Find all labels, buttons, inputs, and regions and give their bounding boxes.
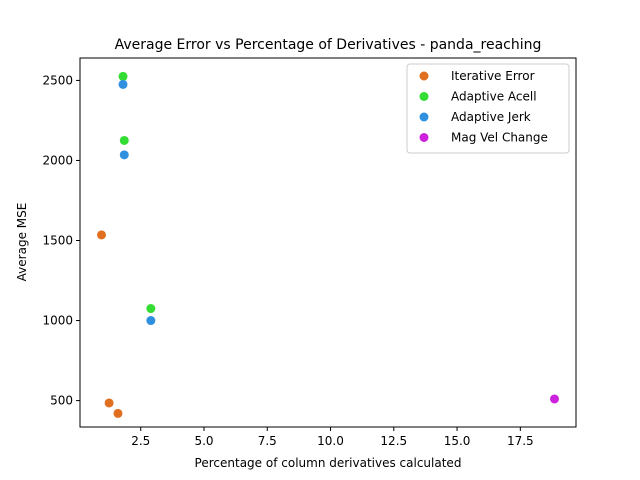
data-point	[97, 230, 107, 240]
y-axis-label: Average MSE	[15, 203, 29, 282]
x-tick-label: 15.0	[444, 434, 471, 448]
x-axis-label: Percentage of column derivatives calcula…	[195, 456, 462, 470]
data-point	[119, 135, 129, 145]
legend-label: Mag Vel Change	[451, 131, 548, 145]
plot-area	[79, 57, 577, 428]
y-tick-label: 2000	[42, 153, 73, 167]
x-tick-label: 10.0	[317, 434, 344, 448]
legend-label: Adaptive Jerk	[451, 110, 531, 124]
data-points	[97, 71, 559, 418]
y-tick-label: 1000	[42, 314, 73, 328]
legend-box	[406, 63, 570, 154]
data-point	[549, 394, 559, 404]
data-point	[146, 316, 156, 326]
x-tick-label: 2.5	[131, 434, 150, 448]
data-point	[118, 71, 128, 81]
data-point	[113, 408, 123, 418]
x-tick-label: 7.5	[258, 434, 277, 448]
data-point	[104, 398, 114, 408]
data-point	[118, 79, 128, 89]
x-tick-label: 5.0	[194, 434, 213, 448]
legend-marker	[419, 92, 429, 101]
legend-marker	[419, 112, 429, 122]
legend-label: Adaptive Acell	[451, 90, 537, 104]
chart-title: Average Error vs Percentage of Derivativ…	[115, 37, 542, 53]
x-axis: 2.5 5.0 7.5 10.0 12.5 15.0 17.5	[131, 427, 534, 448]
y-axis: 500 1000 1500 2000 2500	[42, 73, 80, 408]
data-point	[119, 150, 129, 160]
legend-marker	[419, 133, 429, 142]
legend-label: Iterative Error	[451, 69, 535, 83]
x-tick-label: 17.5	[507, 434, 534, 448]
legend: Iterative Error Adaptive Acell Adaptive Je…	[406, 63, 570, 154]
y-tick-label: 2500	[42, 73, 73, 87]
legend-marker	[419, 71, 429, 81]
data-point	[146, 304, 156, 314]
y-tick-label: 1500	[42, 233, 73, 247]
x-tick-label: 12.5	[380, 434, 407, 448]
y-tick-label: 500	[50, 394, 73, 408]
